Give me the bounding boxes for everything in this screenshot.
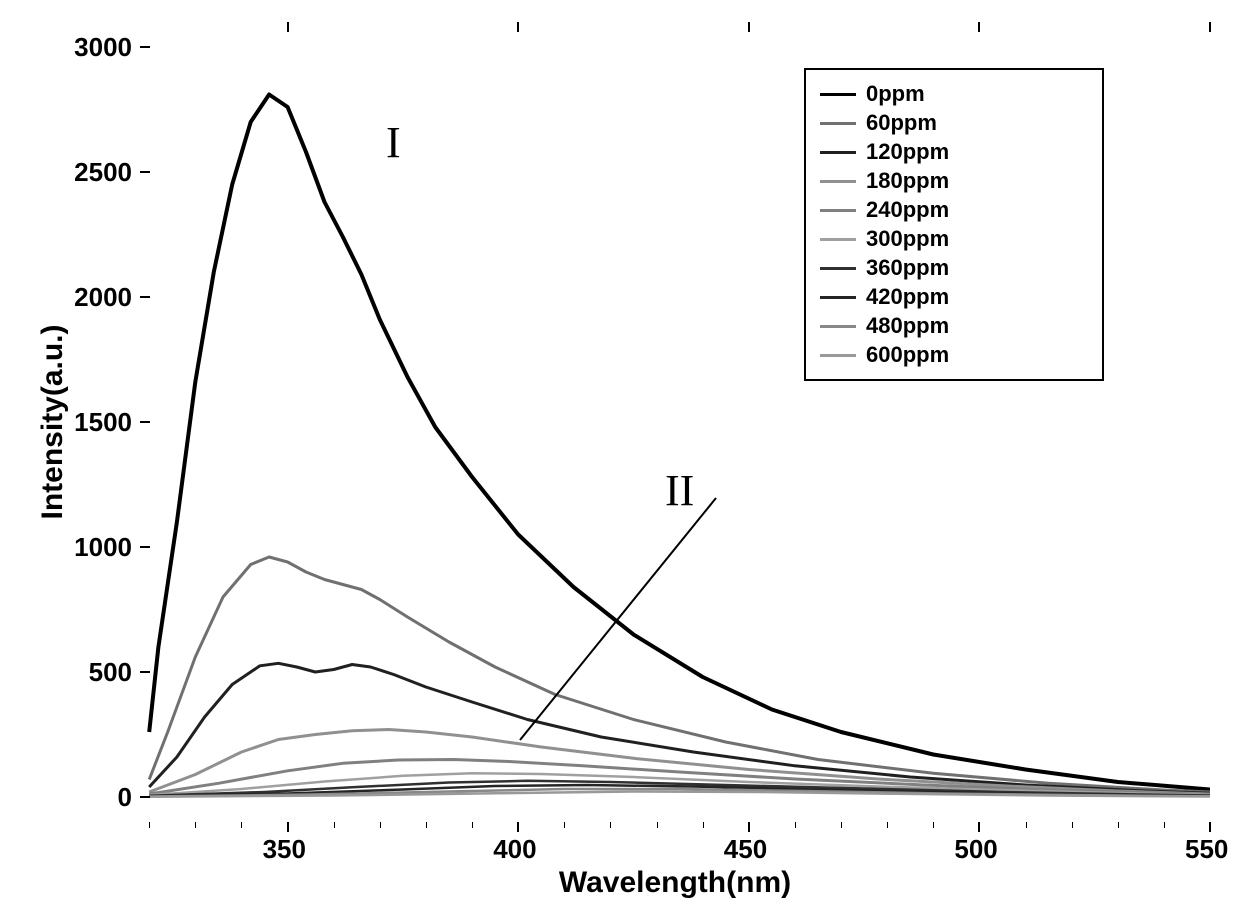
x-tick-label: 350: [263, 834, 306, 865]
x-tick-minor: [933, 822, 934, 828]
legend-label: 480ppm: [866, 313, 949, 339]
y-tick-label: 500: [89, 657, 132, 688]
x-tick-label: 450: [724, 834, 767, 865]
x-tick: [1209, 22, 1211, 32]
legend-label: 240ppm: [866, 197, 949, 223]
y-tick-label: 2000: [74, 282, 132, 313]
x-tick-label: 550: [1185, 834, 1228, 865]
x-tick-minor: [380, 822, 381, 828]
x-tick: [978, 22, 980, 32]
legend-swatch: [820, 180, 856, 183]
x-tick: [517, 822, 519, 832]
y-tick: [140, 296, 150, 298]
legend-item: 0ppm: [820, 81, 1088, 107]
x-tick-minor: [1026, 822, 1027, 828]
x-tick-minor: [1072, 822, 1073, 828]
y-tick-label: 1500: [74, 407, 132, 438]
x-tick-label: 400: [493, 834, 536, 865]
legend-item: 600ppm: [820, 342, 1088, 368]
y-axis-label: Intensity(a.u.): [36, 324, 70, 519]
legend-label: 60ppm: [866, 110, 937, 136]
x-tick-minor: [795, 822, 796, 828]
y-tick-label: 1000: [74, 532, 132, 563]
x-tick-minor: [195, 822, 196, 828]
x-tick-minor: [1118, 822, 1119, 828]
legend-item: 180ppm: [820, 168, 1088, 194]
legend-item: 420ppm: [820, 284, 1088, 310]
legend-label: 0ppm: [866, 81, 925, 107]
legend-item: 300ppm: [820, 226, 1088, 252]
legend-label: 180ppm: [866, 168, 949, 194]
legend-label: 360ppm: [866, 255, 949, 281]
legend-label: 120ppm: [866, 139, 949, 165]
legend-swatch: [820, 151, 856, 154]
y-tick: [140, 171, 150, 173]
y-tick: [140, 796, 150, 798]
y-tick-label: 3000: [74, 32, 132, 63]
legend-item: 480ppm: [820, 313, 1088, 339]
legend-item: 240ppm: [820, 197, 1088, 223]
legend-swatch: [820, 209, 856, 212]
legend-item: 120ppm: [820, 139, 1088, 165]
legend-label: 300ppm: [866, 226, 949, 252]
y-tick: [140, 671, 150, 673]
legend-item: 60ppm: [820, 110, 1088, 136]
x-tick: [287, 822, 289, 832]
series-line: [149, 557, 1210, 792]
x-tick-minor: [1164, 822, 1165, 828]
legend-swatch: [820, 122, 856, 125]
y-tick: [140, 546, 150, 548]
legend-item: 360ppm: [820, 255, 1088, 281]
y-tick: [140, 421, 150, 423]
x-tick: [517, 22, 519, 32]
legend: 0ppm 60ppm 120ppm 180ppm 240ppm 300ppm 360ppm 4…: [804, 68, 1104, 381]
x-tick: [978, 822, 980, 832]
annotation-label: I: [386, 117, 401, 168]
x-tick-minor: [887, 822, 888, 828]
x-tick-minor: [610, 822, 611, 828]
legend-swatch: [820, 354, 856, 357]
x-tick-minor: [426, 822, 427, 828]
x-axis-label: Wavelength(nm): [559, 866, 791, 900]
y-tick-label: 0: [118, 782, 132, 813]
legend-swatch: [820, 93, 856, 96]
annotation-label: II: [665, 465, 694, 516]
x-tick: [748, 22, 750, 32]
x-tick-minor: [149, 822, 150, 828]
legend-swatch: [820, 267, 856, 270]
x-tick-minor: [657, 822, 658, 828]
y-tick: [140, 46, 150, 48]
x-tick-minor: [472, 822, 473, 828]
x-tick-minor: [334, 822, 335, 828]
x-tick: [287, 22, 289, 32]
annotation-line: [520, 498, 716, 740]
x-tick-minor: [841, 822, 842, 828]
x-tick-minor: [703, 822, 704, 828]
x-tick: [1209, 822, 1211, 832]
y-tick-label: 2500: [74, 157, 132, 188]
x-tick-minor: [564, 822, 565, 828]
legend-swatch: [820, 238, 856, 241]
x-tick: [748, 822, 750, 832]
legend-swatch: [820, 325, 856, 328]
x-tick-minor: [241, 822, 242, 828]
legend-label: 420ppm: [866, 284, 949, 310]
legend-label: 600ppm: [866, 342, 949, 368]
legend-swatch: [820, 296, 856, 299]
x-tick-label: 500: [954, 834, 997, 865]
